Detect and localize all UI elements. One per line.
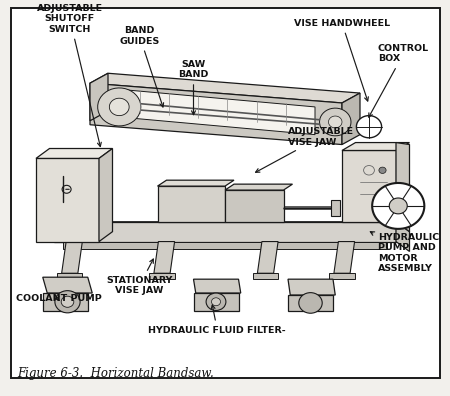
Text: ADJUSTABLE
VISE JAW: ADJUSTABLE VISE JAW	[256, 127, 354, 172]
Polygon shape	[328, 116, 342, 128]
Polygon shape	[149, 273, 175, 279]
Circle shape	[55, 291, 80, 313]
Polygon shape	[36, 148, 112, 158]
Polygon shape	[389, 198, 407, 214]
Polygon shape	[194, 279, 241, 293]
Polygon shape	[396, 222, 410, 251]
Polygon shape	[158, 186, 225, 222]
Polygon shape	[320, 108, 351, 136]
Circle shape	[299, 293, 322, 313]
Polygon shape	[396, 143, 410, 232]
Polygon shape	[43, 293, 88, 311]
Polygon shape	[372, 183, 424, 229]
Polygon shape	[90, 83, 342, 145]
Polygon shape	[158, 180, 234, 186]
Polygon shape	[57, 273, 82, 279]
Text: ADJUSTABLE
SHUTOFF
SWITCH: ADJUSTABLE SHUTOFF SWITCH	[37, 4, 103, 147]
Polygon shape	[54, 222, 396, 242]
Polygon shape	[62, 242, 82, 273]
Text: HYDRAULIC FLUID FILTER-: HYDRAULIC FLUID FILTER-	[148, 305, 286, 335]
Polygon shape	[288, 295, 333, 311]
Text: COOLANT PUMP: COOLANT PUMP	[16, 294, 102, 303]
Circle shape	[61, 296, 74, 307]
Polygon shape	[54, 222, 410, 232]
Polygon shape	[99, 148, 112, 242]
Text: VISE HANDWHEEL: VISE HANDWHEEL	[294, 19, 390, 101]
Circle shape	[379, 167, 386, 173]
Text: HYDRAULIC
PUMP AND
MOTOR
ASSEMBLY: HYDRAULIC PUMP AND MOTOR ASSEMBLY	[370, 232, 439, 273]
Polygon shape	[117, 89, 315, 135]
Polygon shape	[194, 293, 238, 311]
Polygon shape	[109, 98, 129, 116]
Polygon shape	[288, 279, 335, 295]
Polygon shape	[90, 73, 360, 103]
Polygon shape	[225, 190, 284, 222]
Polygon shape	[36, 158, 99, 242]
Polygon shape	[257, 242, 278, 273]
Circle shape	[212, 298, 220, 306]
Text: STATIONARY
VISE JAW: STATIONARY VISE JAW	[106, 259, 173, 295]
Polygon shape	[356, 116, 382, 138]
Polygon shape	[342, 150, 396, 222]
Polygon shape	[329, 273, 355, 279]
Polygon shape	[154, 242, 175, 273]
Polygon shape	[98, 88, 141, 126]
Text: SAW
BAND: SAW BAND	[178, 60, 209, 115]
Polygon shape	[334, 242, 355, 273]
Polygon shape	[253, 273, 278, 279]
Circle shape	[206, 293, 226, 310]
Text: CONTROL
BOX: CONTROL BOX	[369, 44, 429, 117]
Polygon shape	[63, 242, 387, 249]
Polygon shape	[43, 277, 92, 293]
Text: Figure 6-3.  Horizontal Bandsaw.: Figure 6-3. Horizontal Bandsaw.	[17, 367, 214, 380]
Text: BAND
GUIDES: BAND GUIDES	[119, 26, 164, 107]
Polygon shape	[342, 143, 410, 150]
Polygon shape	[342, 93, 360, 145]
Polygon shape	[331, 200, 340, 216]
Polygon shape	[225, 184, 292, 190]
Polygon shape	[90, 73, 108, 121]
